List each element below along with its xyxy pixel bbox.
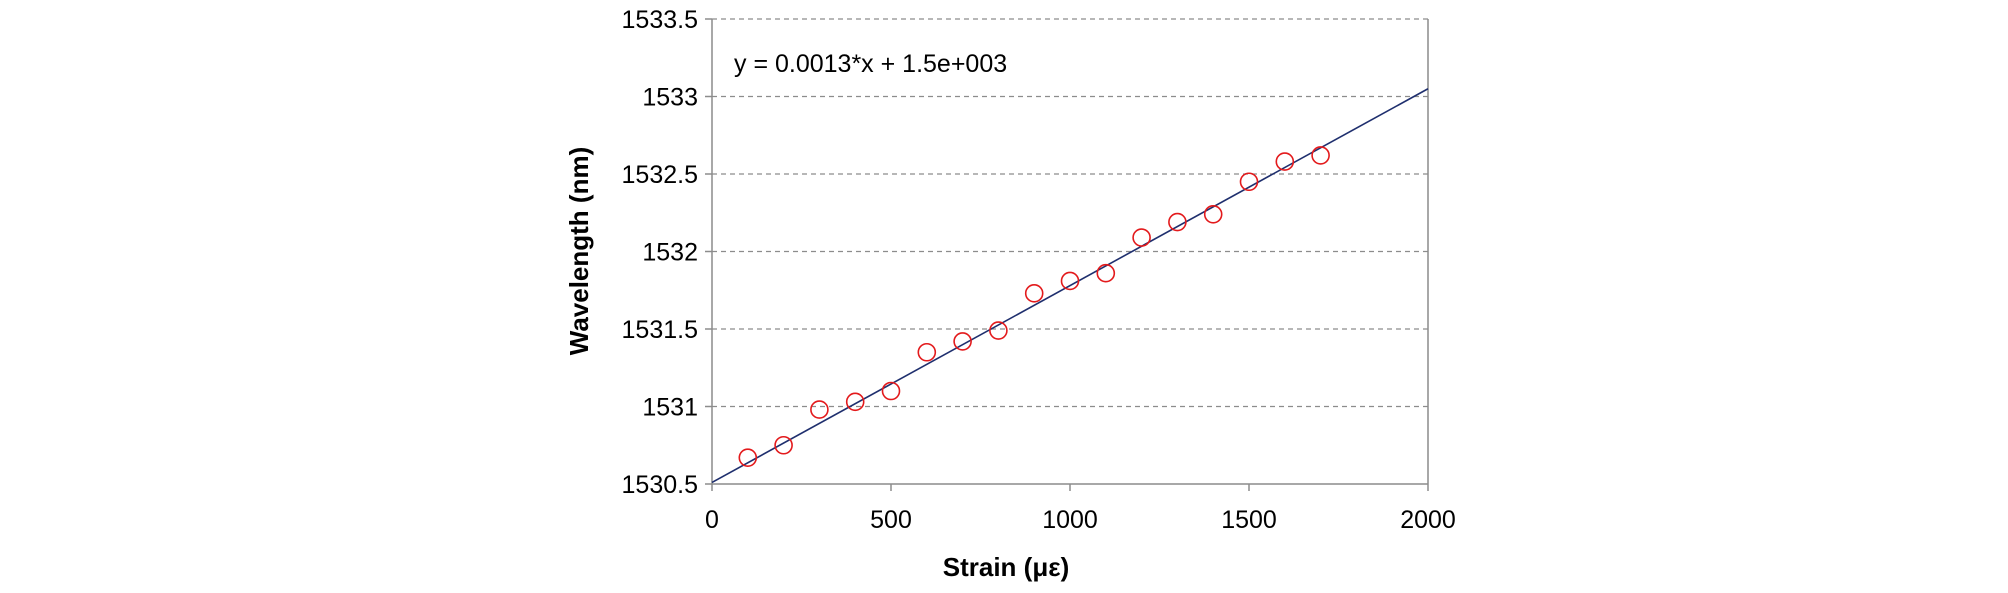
y-tick-label: 1533.5: [622, 6, 698, 34]
data-point: [1024, 284, 1044, 303]
y-axis-title: Wavelength (nm): [564, 147, 594, 355]
x-axis-title: Strain (με): [943, 552, 1069, 582]
data-point: [1168, 212, 1187, 232]
data-point: [810, 400, 829, 419]
data-point: [1203, 205, 1223, 224]
data-point: [738, 448, 758, 467]
data-point: [1132, 228, 1151, 247]
y-tick-label: 1531.5: [622, 316, 698, 344]
tick-labels: 1530.5 1531 1531.5 1532 1532.5 1533 1533.5 0 500…: [622, 6, 1456, 534]
data-point: [989, 321, 1008, 340]
fit-line-group: [711, 88, 1429, 484]
axes: [705, 18, 1429, 491]
data-point: [1275, 152, 1295, 171]
y-tick-label: 1532: [642, 239, 698, 267]
x-tick-label: 0: [705, 506, 719, 534]
x-tick-label: 1500: [1221, 506, 1277, 534]
data-point: [917, 342, 937, 362]
data-point: [881, 381, 901, 401]
fit-equation: y = 0.0013*x + 1.5e+003: [734, 50, 1007, 78]
y-tick-label: 1531: [642, 394, 698, 422]
y-tick-label: 1532.5: [622, 161, 698, 189]
x-tick-label: 1000: [1042, 506, 1098, 534]
y-tick-label: 1533: [642, 84, 698, 112]
data-point: [1060, 271, 1080, 291]
fit-line: [711, 88, 1429, 484]
grid-lines: [712, 18, 1428, 408]
data-point: [1096, 263, 1116, 283]
data-point: [1311, 146, 1330, 165]
x-tick-label: 2000: [1400, 506, 1456, 534]
data-point: [774, 435, 793, 455]
y-tick-label: 1530.5: [622, 471, 698, 499]
data-point: [1239, 172, 1259, 192]
data-point: [953, 332, 972, 351]
data-point: [845, 392, 865, 412]
data-points: [738, 146, 1330, 467]
x-tick-label: 500: [870, 506, 912, 534]
